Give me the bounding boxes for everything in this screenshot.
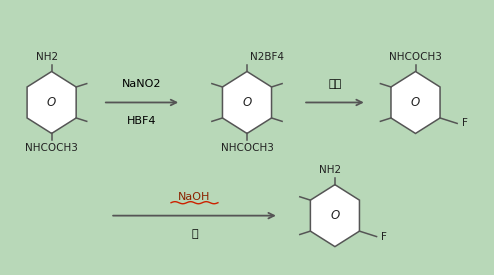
Text: N2BF4: N2BF4 <box>249 51 284 62</box>
Text: NH2: NH2 <box>36 51 58 62</box>
Text: NHCOCH3: NHCOCH3 <box>25 144 78 153</box>
Polygon shape <box>222 72 272 133</box>
Text: O: O <box>47 96 56 109</box>
Text: NaNO2: NaNO2 <box>122 79 162 89</box>
Text: HBF4: HBF4 <box>127 116 157 126</box>
Text: F: F <box>462 119 468 128</box>
Text: F: F <box>381 232 387 241</box>
Text: NaOH: NaOH <box>178 192 210 202</box>
Polygon shape <box>27 72 76 133</box>
Text: NH2: NH2 <box>319 165 341 175</box>
Text: O: O <box>243 96 251 109</box>
Polygon shape <box>391 72 440 133</box>
Text: 水: 水 <box>191 229 198 239</box>
Text: NHCOCH3: NHCOCH3 <box>220 144 274 153</box>
Text: O: O <box>411 96 420 109</box>
Text: 热解: 热解 <box>329 79 341 89</box>
Text: O: O <box>330 209 339 222</box>
Text: NHCOCH3: NHCOCH3 <box>389 51 442 62</box>
Polygon shape <box>310 185 360 247</box>
